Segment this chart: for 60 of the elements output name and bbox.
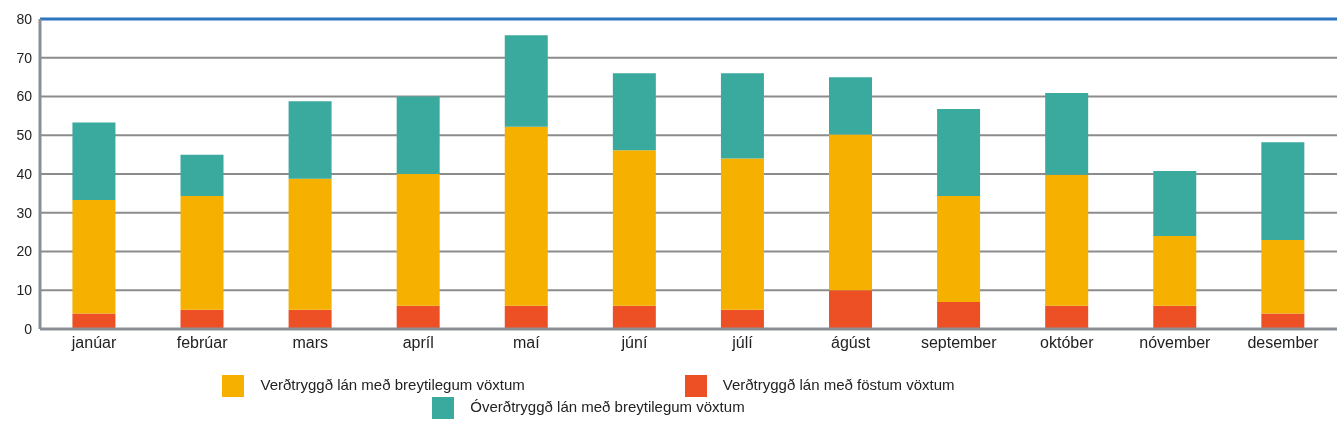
bar — [1261, 313, 1305, 329]
bar — [612, 73, 656, 151]
bar — [504, 126, 548, 306]
bar — [1153, 305, 1197, 329]
bar — [396, 305, 440, 329]
bar — [180, 309, 224, 329]
bar — [937, 196, 981, 302]
bar — [180, 196, 224, 310]
y-tick-label: 60 — [16, 88, 33, 105]
bar — [72, 122, 116, 200]
x-tick-label: janúar — [70, 334, 117, 352]
bar — [504, 35, 548, 127]
bar — [1045, 305, 1089, 329]
bar — [1153, 236, 1197, 306]
x-tick-label: ágúst — [831, 334, 871, 352]
y-tick-label: 20 — [16, 243, 33, 260]
x-tick-label: október — [1040, 334, 1095, 352]
bar — [396, 174, 440, 306]
bar — [288, 178, 332, 310]
x-tick-label: febrúar — [176, 334, 229, 352]
y-tick-label: 50 — [16, 127, 33, 144]
x-tick-label: apríl — [402, 334, 434, 352]
bar — [72, 313, 116, 329]
bar — [720, 158, 764, 310]
bar — [288, 309, 332, 329]
bar — [937, 301, 981, 329]
bar — [396, 96, 440, 174]
bar — [720, 73, 764, 159]
y-tick-label: 80 — [16, 10, 33, 27]
x-tick-label: nóvember — [1139, 334, 1212, 352]
y-tick-label: 30 — [16, 204, 33, 221]
bar — [1261, 142, 1305, 240]
x-tick-label: september — [920, 334, 998, 352]
bar — [72, 199, 116, 314]
bar — [1153, 170, 1197, 236]
legend-label: Verðtryggð lán með breytilegum vöxtum — [260, 375, 525, 393]
bar — [1045, 93, 1089, 175]
bar — [180, 154, 224, 197]
bar — [720, 309, 764, 329]
legend-label: Óverðtryggð lán með breytilegum vöxtum — [470, 397, 745, 415]
x-tick-label: mars — [292, 334, 328, 352]
x-tick-label: desember — [1247, 334, 1320, 352]
bar — [1045, 174, 1089, 306]
bar — [288, 101, 332, 179]
legend-label: Verðtryggð lán með föstum vöxtum — [722, 375, 955, 393]
x-tick-label: maí — [513, 334, 541, 352]
bar — [829, 290, 873, 329]
x-tick-label: júlí — [731, 334, 754, 352]
bar — [829, 77, 873, 135]
bar — [829, 134, 873, 291]
bar — [612, 150, 656, 306]
bar — [612, 305, 656, 329]
y-tick-label: 70 — [16, 49, 33, 66]
y-tick-label: 0 — [24, 320, 33, 337]
y-tick-label: 40 — [16, 165, 33, 182]
bar — [504, 305, 548, 329]
bar — [937, 108, 981, 197]
x-tick-label: júní — [620, 334, 648, 352]
y-tick-label: 10 — [16, 282, 33, 299]
bar — [1261, 239, 1305, 314]
